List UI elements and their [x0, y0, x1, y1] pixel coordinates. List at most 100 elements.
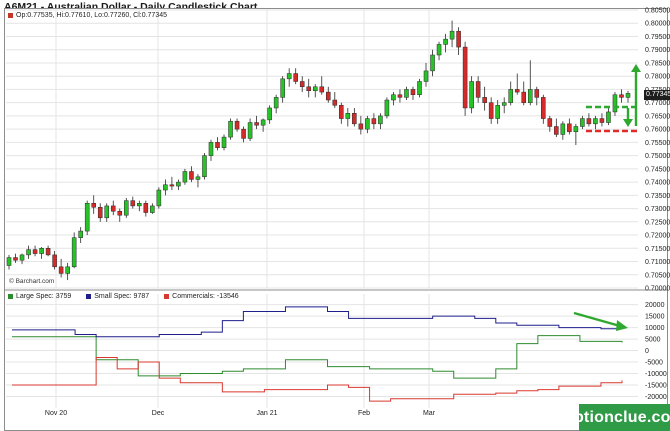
- candle-body: [397, 94, 403, 98]
- cot-tick-label: 0: [645, 348, 649, 355]
- price-tick-label: 0.70000: [645, 286, 670, 293]
- price-tick-label: 0.74500: [645, 166, 670, 173]
- candle-body: [117, 210, 123, 216]
- candle-body: [84, 203, 90, 232]
- candle-body: [215, 142, 220, 148]
- cot-tick-label: 10000: [645, 325, 665, 332]
- candle-body: [247, 122, 253, 139]
- candle-body: [110, 205, 116, 212]
- candle-body: [6, 257, 12, 266]
- candle-body: [293, 73, 298, 82]
- price-tick-label: 0.80000: [645, 21, 670, 28]
- candle-body: [280, 78, 285, 98]
- cot-tick-label: 5000: [645, 337, 661, 344]
- cot-series-line: [12, 306, 623, 338]
- candle-body: [358, 123, 364, 130]
- candle-body: [534, 89, 540, 98]
- price-tick-label: 0.71000: [645, 259, 670, 266]
- candle-body: [593, 118, 598, 125]
- candle-body: [234, 120, 240, 130]
- candle-body: [26, 249, 31, 256]
- cot-legend-swatch: [164, 294, 170, 299]
- price-tick-label: 0.75500: [645, 140, 670, 147]
- candle-body: [541, 97, 546, 119]
- candle-body: [436, 44, 442, 56]
- price-tick-label: 0.74000: [645, 180, 670, 187]
- barchart-watermark: © Barchart.com: [9, 278, 55, 285]
- candle-body: [573, 126, 579, 133]
- candle-body: [124, 200, 129, 216]
- candle-body: [560, 123, 566, 135]
- cot-legend-label: Small Spec: 9787: [94, 293, 150, 300]
- candle-body: [339, 105, 344, 119]
- candle-body: [475, 81, 481, 98]
- candle-body: [410, 89, 416, 95]
- candle-body: [163, 184, 168, 191]
- cot-trend-arrow-head-icon: [616, 320, 628, 331]
- candle-body: [586, 118, 592, 125]
- candle-body: [71, 237, 77, 268]
- candle-body: [273, 97, 279, 109]
- cot-legend-swatch: [8, 294, 13, 299]
- price-tick-label: 0.78000: [645, 74, 670, 81]
- cot-series-line: [12, 356, 623, 402]
- candle-body: [482, 97, 487, 103]
- price-tick-label: 0.72000: [645, 233, 670, 240]
- candle-body: [345, 113, 351, 119]
- candle-body: [130, 200, 136, 207]
- candle-body: [619, 94, 624, 98]
- candle-body: [97, 206, 103, 219]
- candle-body: [521, 91, 527, 103]
- candle-body: [625, 93, 631, 98]
- candle-body: [326, 91, 331, 101]
- candle-body: [612, 94, 618, 113]
- cot-legend-item: Large Spec: 3759: [8, 293, 71, 300]
- candle-body: [352, 113, 357, 125]
- candle-body: [39, 248, 44, 254]
- candle-body: [176, 181, 181, 187]
- candle-body: [32, 249, 38, 254]
- candle-body: [286, 73, 292, 80]
- candle-body: [208, 142, 214, 156]
- price-tick-label: 0.79500: [645, 34, 670, 41]
- cot-series-line: [12, 335, 623, 379]
- candle-body: [169, 184, 175, 187]
- optionclue-brand-badge[interactable]: optionclue.com: [564, 404, 670, 431]
- cot-tick-label: 20000: [645, 302, 665, 309]
- candle-body: [195, 176, 201, 180]
- candle-body: [91, 203, 96, 208]
- candle-body: [391, 94, 396, 101]
- x-tick-label: Dec: [152, 410, 165, 417]
- candle-body: [299, 81, 305, 88]
- candle-body: [488, 102, 494, 119]
- price-tick-label: 0.79000: [645, 47, 670, 54]
- candle-body: [462, 46, 468, 109]
- price-tick-label: 0.76000: [645, 127, 670, 134]
- price-tick-label: 0.70500: [645, 272, 670, 279]
- candle-body: [78, 230, 83, 238]
- candle-body: [378, 115, 383, 125]
- candle-body: [527, 89, 533, 103]
- price-tick-label: 0.73000: [645, 206, 670, 213]
- candle-body: [202, 155, 207, 178]
- candle-body: [547, 118, 553, 127]
- cot-legend-label: Large Spec: 3759: [16, 293, 72, 300]
- candle-body: [423, 70, 429, 82]
- candle-body: [365, 118, 370, 130]
- candle-body: [137, 203, 142, 207]
- candle-body: [58, 266, 64, 274]
- price-tick-label: 0.76500: [645, 113, 670, 120]
- candle-body: [52, 254, 57, 268]
- candle-body: [254, 122, 259, 126]
- candle-body: [495, 105, 500, 119]
- ohlc-swatch: [8, 13, 13, 18]
- candle-body: [332, 99, 338, 106]
- candle-body: [260, 119, 266, 126]
- price-tick-label: 0.77000: [645, 100, 670, 107]
- candle-body: [371, 118, 377, 125]
- candle-body: [150, 205, 155, 213]
- down-arrow-head-icon: [623, 119, 633, 127]
- cot-tick-label: -10000: [645, 371, 667, 378]
- x-tick-label: Nov 20: [45, 410, 67, 417]
